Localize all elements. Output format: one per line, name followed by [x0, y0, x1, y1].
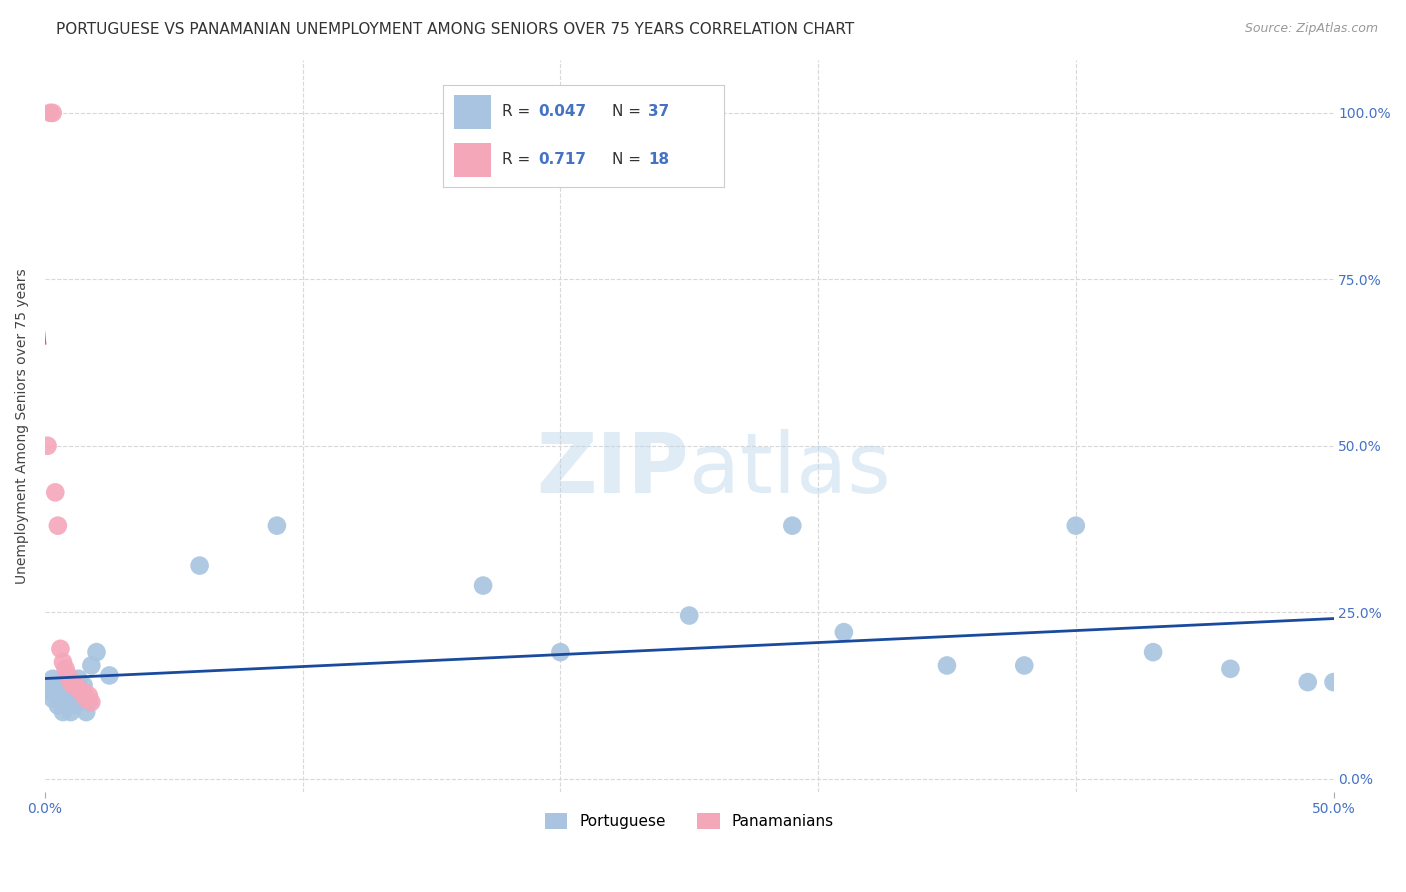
Point — [67, 672, 90, 686]
Point — [80, 695, 103, 709]
Point — [37, 439, 59, 453]
Point — [46, 698, 69, 713]
Point — [49, 641, 72, 656]
Point — [52, 705, 75, 719]
Text: N =: N = — [612, 104, 645, 120]
Point — [44, 485, 66, 500]
Point — [52, 685, 75, 699]
Point — [59, 705, 82, 719]
Point — [62, 691, 84, 706]
Point — [49, 678, 72, 692]
Point — [1142, 645, 1164, 659]
Text: N =: N = — [612, 153, 645, 167]
Point — [782, 518, 804, 533]
Point — [65, 678, 87, 692]
Point — [80, 658, 103, 673]
Point — [1296, 675, 1319, 690]
Point — [1064, 518, 1087, 533]
Point — [52, 655, 75, 669]
Point — [62, 678, 84, 692]
Text: R =: R = — [502, 153, 536, 167]
Point — [65, 698, 87, 713]
Point — [472, 578, 495, 592]
Point — [98, 668, 121, 682]
Text: R =: R = — [502, 104, 536, 120]
Point — [1322, 675, 1344, 690]
Point — [41, 672, 63, 686]
Text: 37: 37 — [648, 104, 669, 120]
Point — [832, 625, 855, 640]
Point — [39, 106, 62, 120]
Text: 18: 18 — [648, 153, 669, 167]
Point — [44, 685, 66, 699]
Point — [77, 689, 100, 703]
Point — [67, 681, 90, 696]
Point — [55, 691, 77, 706]
Point — [59, 675, 82, 690]
Point — [75, 691, 97, 706]
Y-axis label: Unemployment Among Seniors over 75 years: Unemployment Among Seniors over 75 years — [15, 268, 30, 583]
Point — [266, 518, 288, 533]
Point — [72, 685, 94, 699]
Point — [55, 662, 77, 676]
Point — [39, 685, 62, 699]
Point — [936, 658, 959, 673]
Text: atlas: atlas — [689, 429, 891, 510]
Point — [86, 645, 108, 659]
Point — [56, 698, 79, 713]
Text: Source: ZipAtlas.com: Source: ZipAtlas.com — [1244, 22, 1378, 36]
Point — [41, 106, 63, 120]
Text: ZIP: ZIP — [537, 429, 689, 510]
FancyBboxPatch shape — [454, 95, 491, 128]
Point — [550, 645, 572, 659]
Legend: Portuguese, Panamanians: Portuguese, Panamanians — [538, 807, 839, 836]
Point — [75, 705, 97, 719]
Point — [56, 668, 79, 682]
Point — [59, 675, 82, 690]
Point — [1219, 662, 1241, 676]
Text: 0.717: 0.717 — [538, 153, 586, 167]
Point — [70, 685, 93, 699]
Point — [70, 685, 93, 699]
Point — [46, 518, 69, 533]
Text: PORTUGUESE VS PANAMANIAN UNEMPLOYMENT AMONG SENIORS OVER 75 YEARS CORRELATION CH: PORTUGUESE VS PANAMANIAN UNEMPLOYMENT AM… — [56, 22, 855, 37]
Point — [72, 678, 94, 692]
Point — [77, 695, 100, 709]
Point — [678, 608, 700, 623]
Point — [37, 678, 59, 692]
FancyBboxPatch shape — [454, 144, 491, 177]
Point — [41, 691, 63, 706]
Text: 0.047: 0.047 — [538, 104, 586, 120]
Point — [188, 558, 211, 573]
Point — [1012, 658, 1035, 673]
